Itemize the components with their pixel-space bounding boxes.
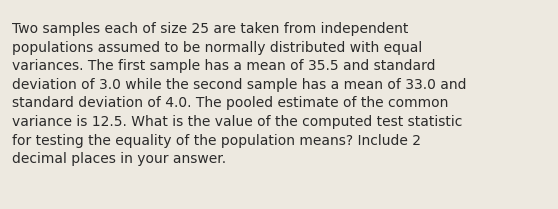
Text: Two samples each of size 25 are taken from independent
populations assumed to be: Two samples each of size 25 are taken fr…	[12, 22, 467, 166]
